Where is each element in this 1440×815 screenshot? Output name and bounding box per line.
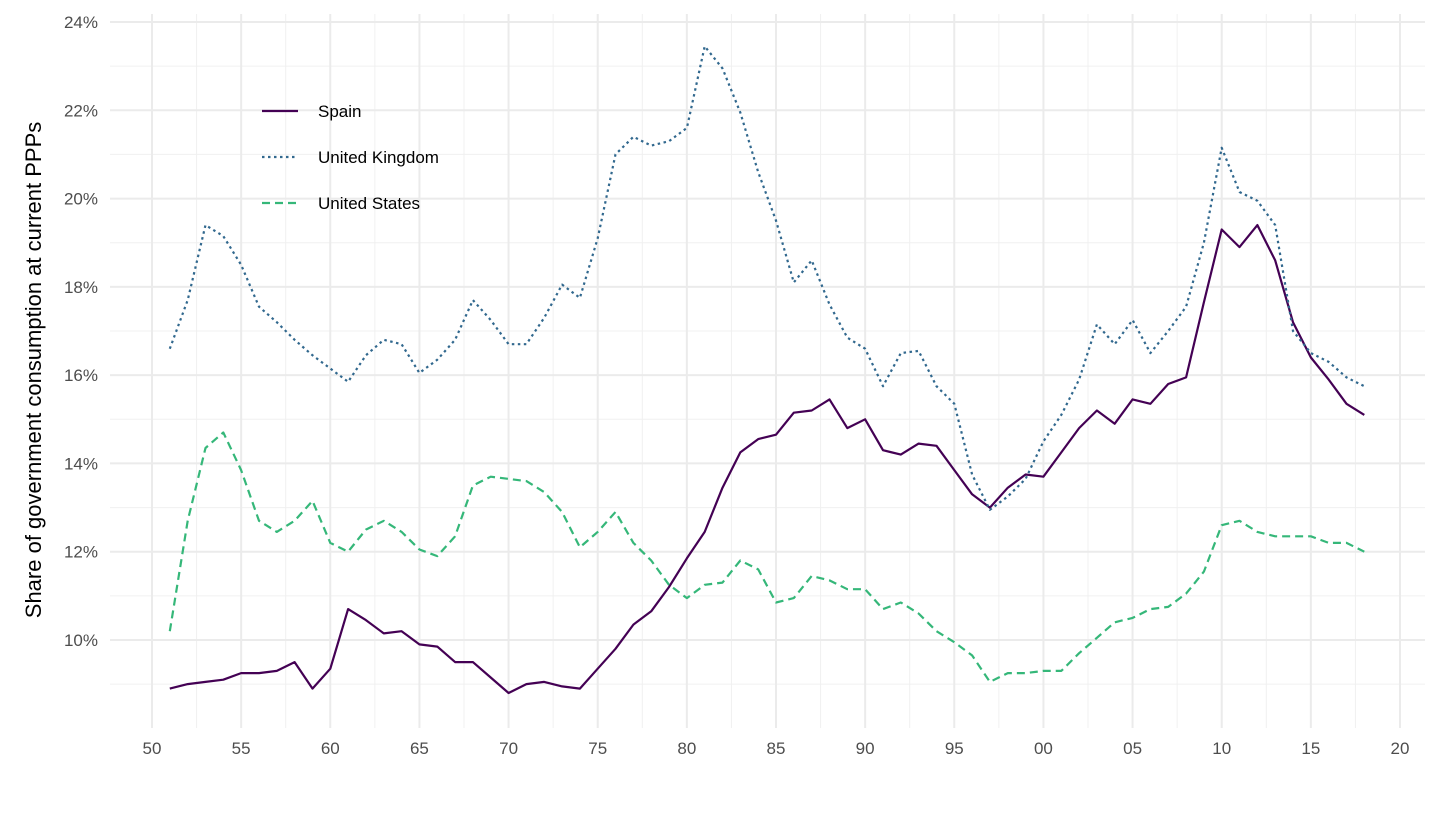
x-tick-label: 00: [1034, 739, 1053, 758]
x-tick-label: 50: [143, 739, 162, 758]
x-axis-ticks: 50 55 60 65 70 75 80 85 90 95 00 05 10 15 20: [143, 739, 1410, 758]
y-tick-label: 10%: [64, 631, 98, 650]
y-tick-label: 20%: [64, 190, 98, 209]
legend: Spain United Kingdom United States: [262, 102, 439, 213]
y-tick-label: 12%: [64, 543, 98, 562]
legend-label: United Kingdom: [318, 148, 439, 167]
y-tick-label: 18%: [64, 278, 98, 297]
x-tick-label: 60: [321, 739, 340, 758]
x-tick-label: 15: [1301, 739, 1320, 758]
series-line-united-states: [168, 431, 1365, 684]
grid: [110, 14, 1425, 728]
x-tick-label: 85: [767, 739, 786, 758]
x-tick-label: 55: [232, 739, 251, 758]
legend-label: United States: [318, 194, 420, 213]
y-axis-title: Share of government consumption at curre…: [21, 122, 46, 618]
x-tick-label: 95: [945, 739, 964, 758]
x-tick-label: 05: [1123, 739, 1142, 758]
x-tick-label: 70: [499, 739, 518, 758]
y-tick-label: 16%: [64, 366, 98, 385]
series-line-united-kingdom: [168, 45, 1365, 511]
x-tick-label: 80: [677, 739, 696, 758]
x-tick-label: 65: [410, 739, 429, 758]
x-tick-label: 10: [1212, 739, 1231, 758]
x-tick-label: 75: [588, 739, 607, 758]
y-axis-ticks: 10% 12% 14% 16% 18% 20% 22% 24%: [64, 13, 98, 650]
series-line-spain: [169, 224, 1365, 695]
legend-label: Spain: [318, 102, 361, 121]
y-tick-label: 14%: [64, 454, 98, 473]
y-tick-label: 22%: [64, 101, 98, 120]
x-tick-label: 90: [856, 739, 875, 758]
y-tick-label: 24%: [64, 13, 98, 32]
series-lines: [168, 45, 1365, 695]
x-tick-label: 20: [1391, 739, 1410, 758]
